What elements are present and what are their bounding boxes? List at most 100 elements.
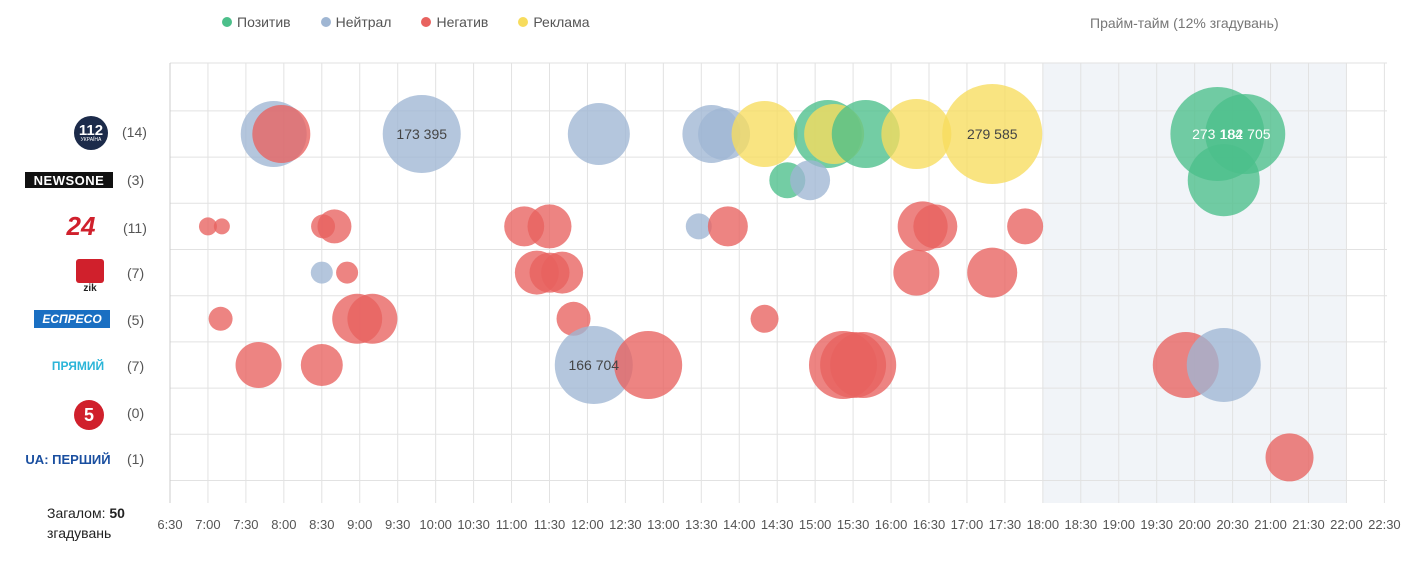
bubble-data-label: 173 395: [396, 126, 447, 142]
legend-dot-negative: [421, 17, 432, 27]
bubble-negative: [208, 306, 233, 331]
bubble-data-label: 182 705: [1220, 126, 1271, 142]
bubble-neutral: [790, 160, 831, 201]
x-tick-label: 13:30: [685, 517, 718, 532]
bubble-negative: [830, 332, 897, 398]
x-tick-label: 7:30: [233, 517, 258, 532]
x-tick-label: 10:00: [419, 517, 452, 532]
bubble-neutral: [554, 326, 633, 404]
bubble-negative: [300, 344, 343, 386]
x-tick-label: 14:00: [723, 517, 756, 532]
bubble-data-label: 166 704: [568, 357, 619, 373]
channel-logo-espreso: ЕСПРЕСО: [34, 310, 110, 328]
x-tick-label: 20:30: [1216, 517, 1249, 532]
x-tick-label: 13:00: [647, 517, 680, 532]
x-tick-label: 11:30: [534, 517, 566, 532]
channel-logo-pryamyi: ПРЯМИЙ: [51, 359, 105, 373]
channel-logo-newsone: NEWSONE: [25, 172, 113, 188]
bubble-negative: [893, 249, 940, 296]
legend-label-positive: Позитив: [237, 14, 291, 30]
bubble-negative: [967, 247, 1018, 298]
channel-logo-zik-text: zik: [83, 282, 97, 294]
bubble-negative: [336, 261, 359, 284]
x-tick-label: 19:30: [1140, 517, 1173, 532]
legend-item-positive[interactable]: Позитив: [222, 14, 291, 30]
bubble-negative: [317, 209, 352, 244]
x-tick-label: 15:00: [799, 517, 832, 532]
channel-logo-5: 5: [74, 400, 104, 430]
channel-count-newsone: (3): [127, 172, 145, 188]
x-tick-label: 17:30: [989, 517, 1022, 532]
bubble-negative: [1265, 433, 1314, 482]
bubble-positive: [831, 100, 900, 168]
channel-logo-ua-pershyi: UA: ПЕРШИЙ: [25, 451, 111, 467]
bubble-ad: [942, 84, 1043, 184]
channel-count-5: (0): [127, 405, 145, 421]
total-prefix: Загалом:: [47, 505, 106, 521]
x-tick-label: 12:00: [571, 517, 604, 532]
bubble-neutral: [567, 103, 630, 165]
x-tick-label: 20:00: [1178, 517, 1211, 532]
bubble-negative: [556, 301, 591, 336]
legend-dot-positive: [222, 17, 232, 27]
bubble-negative: [614, 331, 683, 399]
legend-item-ad[interactable]: Реклама: [518, 14, 590, 30]
channel-count-pryamyi: (7): [127, 358, 145, 374]
legend-dot-ad: [518, 17, 529, 27]
total-value: 50: [109, 505, 125, 521]
bubble-negative: [213, 218, 230, 235]
bubble-ad: [731, 101, 798, 167]
legend-label-ad: Реклама: [533, 14, 590, 30]
legend-item-neutral[interactable]: Нейтрал: [320, 14, 391, 30]
x-tick-label: 16:00: [875, 517, 908, 532]
channel-logo-112: 112 УКРАЇНА: [74, 116, 108, 150]
legend: Позитив Нейтрал Негатив Реклама: [222, 14, 620, 30]
legend-dot-neutral: [320, 17, 331, 27]
bubble-negative: [1007, 208, 1044, 245]
x-tick-label: 17:00: [951, 517, 984, 532]
bubble-negative: [198, 217, 217, 236]
channel-count-ua-pershyi: (1): [127, 451, 145, 467]
legend-item-negative[interactable]: Негатив: [421, 14, 488, 30]
x-tick-label: 18:00: [1027, 517, 1060, 532]
x-tick-label: 10:30: [457, 517, 490, 532]
bubble-neutral: [310, 261, 333, 284]
channel-count-espreso: (5): [127, 312, 145, 328]
x-tick-label: 22:00: [1330, 517, 1363, 532]
x-tick-label: 8:30: [309, 517, 334, 532]
bubble-negative: [750, 304, 779, 333]
x-tick-label: 21:30: [1292, 517, 1325, 532]
bubble-negative: [527, 204, 572, 249]
x-tick-label: 6:30: [157, 517, 182, 532]
x-tick-label: 9:30: [385, 517, 410, 532]
total-mentions: Загалом: 50 згадувань: [47, 503, 125, 543]
x-tick-label: 14:30: [761, 517, 794, 532]
channel-logo-zik: zik: [74, 258, 106, 294]
bubble-negative: [707, 206, 748, 247]
x-tick-label: 16:30: [913, 517, 946, 532]
x-tick-label: 7:00: [195, 517, 220, 532]
bubble-neutral: [685, 213, 712, 240]
bubble-negative: [541, 251, 584, 294]
bubble-negative: [252, 105, 311, 163]
bubble-positive: [1187, 144, 1260, 217]
bubble-negative: [347, 293, 398, 344]
x-tick-label: 21:00: [1254, 517, 1287, 532]
x-tick-label: 19:00: [1102, 517, 1135, 532]
channel-logo-112-sub: УКРАЇНА: [80, 137, 102, 143]
x-tick-label: 12:30: [609, 517, 642, 532]
bubble-negative: [913, 204, 958, 249]
channel-count-24: (11): [123, 220, 147, 236]
channel-count-zik: (7): [127, 265, 145, 281]
x-tick-label: 9:00: [347, 517, 372, 532]
prime-time-label: Прайм-тайм (12% згадувань): [1090, 15, 1279, 31]
channel-count-112: (14): [122, 124, 147, 140]
total-suffix: згадувань: [47, 525, 112, 541]
bubble-data-label: 273 184: [1192, 126, 1243, 142]
channel-logo-zik-mark: [76, 258, 104, 283]
bubble-data-label: 279 585: [967, 126, 1018, 142]
channel-logo-24: 24: [66, 210, 96, 241]
bubble-ad: [881, 99, 952, 169]
bubble-neutral: [382, 95, 461, 173]
